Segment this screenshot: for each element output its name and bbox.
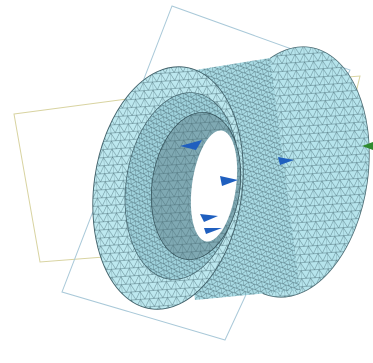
arrow bbox=[278, 157, 294, 165]
arrow bbox=[180, 140, 202, 150]
load-arrows bbox=[180, 140, 294, 234]
arrow bbox=[200, 214, 218, 222]
axis-marker bbox=[362, 142, 373, 150]
arrow bbox=[204, 228, 222, 234]
arrow bbox=[220, 176, 238, 186]
inner-bore bbox=[150, 112, 242, 260]
